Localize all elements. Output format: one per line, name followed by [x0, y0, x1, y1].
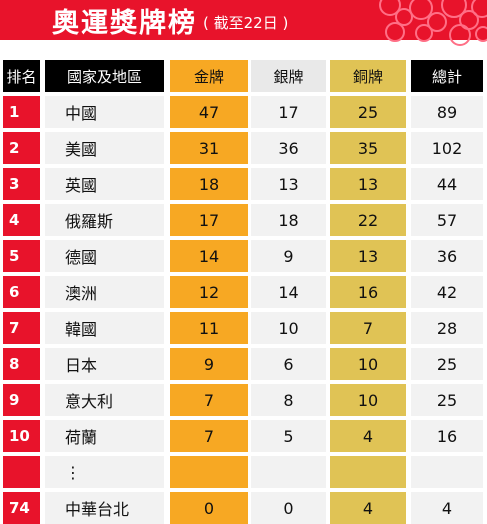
silver-cell [251, 456, 326, 488]
country-cell: 意大利 [45, 384, 164, 416]
total-cell: 102 [411, 132, 483, 164]
rank-cell: 7 [3, 312, 40, 344]
silver-cell: 17 [251, 96, 326, 128]
silver-cell: 36 [251, 132, 326, 164]
gold-cell: 18 [170, 168, 248, 200]
table-header-row: 排名 國家及地區 金牌 銀牌 銅牌 總計 [0, 60, 487, 92]
table-row: 5 德國 14 9 13 36 [0, 240, 487, 272]
table-row: 1 中國 47 17 25 89 [0, 96, 487, 128]
gold-cell: 7 [170, 384, 248, 416]
country-cell: 中國 [45, 96, 164, 128]
rank-cell: 9 [3, 384, 40, 416]
bronze-cell: 4 [330, 492, 406, 524]
bronze-cell: 4 [330, 420, 406, 452]
silver-cell: 0 [251, 492, 326, 524]
table-row: ⋮ [0, 456, 487, 488]
bronze-cell: 25 [330, 96, 406, 128]
silver-cell: 8 [251, 384, 326, 416]
rank-cell: 74 [3, 492, 40, 524]
total-cell: 89 [411, 96, 483, 128]
gold-cell: 12 [170, 276, 248, 308]
country-cell: 俄羅斯 [45, 204, 164, 236]
decorative-pattern [375, 0, 487, 46]
header-gold: 金牌 [170, 60, 248, 92]
header-total: 總計 [411, 60, 483, 92]
rank-cell: 10 [3, 420, 40, 452]
country-cell: 美國 [45, 132, 164, 164]
page-title: 奧運獎牌榜 [52, 7, 197, 39]
gold-cell: 0 [170, 492, 248, 524]
total-cell [411, 456, 483, 488]
table-row: 6 澳洲 12 14 16 42 [0, 276, 487, 308]
table-row: 2 美國 31 36 35 102 [0, 132, 487, 164]
silver-cell: 18 [251, 204, 326, 236]
gold-cell: 17 [170, 204, 248, 236]
gold-cell: 14 [170, 240, 248, 272]
header-rank: 排名 [3, 60, 40, 92]
total-cell: 44 [411, 168, 483, 200]
gold-cell: 11 [170, 312, 248, 344]
header-bronze: 銅牌 [330, 60, 406, 92]
bronze-cell: 16 [330, 276, 406, 308]
rank-cell: 1 [3, 96, 40, 128]
rank-cell: 8 [3, 348, 40, 380]
country-cell: 韓國 [45, 312, 164, 344]
bronze-cell: 13 [330, 168, 406, 200]
bronze-cell: 35 [330, 132, 406, 164]
country-cell: 澳洲 [45, 276, 164, 308]
silver-cell: 9 [251, 240, 326, 272]
country-cell: 中華台北 [45, 492, 164, 524]
table-row: 4 俄羅斯 17 18 22 57 [0, 204, 487, 236]
total-cell: 16 [411, 420, 483, 452]
silver-cell: 10 [251, 312, 326, 344]
table-row: 8 日本 9 6 10 25 [0, 348, 487, 380]
rank-cell: 5 [3, 240, 40, 272]
table-row: 7 韓國 11 10 7 28 [0, 312, 487, 344]
bronze-cell: 13 [330, 240, 406, 272]
header-silver: 銀牌 [251, 60, 326, 92]
rank-cell [3, 456, 40, 488]
bronze-cell: 22 [330, 204, 406, 236]
country-cell: ⋮ [45, 456, 164, 488]
table-row: 9 意大利 7 8 10 25 [0, 384, 487, 416]
total-cell: 36 [411, 240, 483, 272]
header-country: 國家及地區 [45, 60, 164, 92]
country-cell: 英國 [45, 168, 164, 200]
bronze-cell [330, 456, 406, 488]
date-note: ( 截至22日 ) [203, 13, 289, 32]
rank-cell: 4 [3, 204, 40, 236]
table-row: 74 中華台北 0 0 4 4 [0, 492, 487, 524]
silver-cell: 13 [251, 168, 326, 200]
silver-cell: 5 [251, 420, 326, 452]
total-cell: 42 [411, 276, 483, 308]
silver-cell: 6 [251, 348, 326, 380]
banner-title-group: 奧運獎牌榜 ( 截至22日 ) [0, 0, 288, 40]
total-cell: 4 [411, 492, 483, 524]
total-cell: 28 [411, 312, 483, 344]
table-row: 3 英國 18 13 13 44 [0, 168, 487, 200]
country-cell: 荷蘭 [45, 420, 164, 452]
silver-cell: 14 [251, 276, 326, 308]
country-cell: 德國 [45, 240, 164, 272]
rank-cell: 6 [3, 276, 40, 308]
total-cell: 57 [411, 204, 483, 236]
gold-cell: 31 [170, 132, 248, 164]
total-cell: 25 [411, 384, 483, 416]
rank-cell: 2 [3, 132, 40, 164]
gold-cell: 9 [170, 348, 248, 380]
gold-cell: 7 [170, 420, 248, 452]
rank-cell: 3 [3, 168, 40, 200]
bronze-cell: 7 [330, 312, 406, 344]
bronze-cell: 10 [330, 348, 406, 380]
total-cell: 25 [411, 348, 483, 380]
bronze-cell: 10 [330, 384, 406, 416]
country-cell: 日本 [45, 348, 164, 380]
gold-cell: 47 [170, 96, 248, 128]
gold-cell [170, 456, 248, 488]
title-banner: 奧運獎牌榜 ( 截至22日 ) [0, 0, 487, 46]
table-row: 10 荷蘭 7 5 4 16 [0, 420, 487, 452]
